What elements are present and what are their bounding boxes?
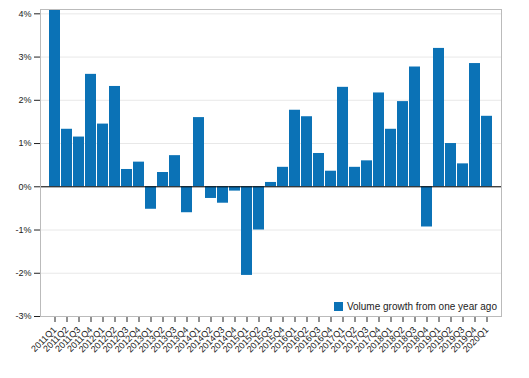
svg-text:2013Q1: 2013Q1 (124, 324, 155, 355)
svg-text:3%: 3% (18, 52, 31, 62)
svg-text:2019Q3: 2019Q3 (436, 324, 467, 355)
svg-text:2011Q1: 2011Q1 (29, 324, 59, 354)
svg-text:2014Q2: 2014Q2 (184, 324, 215, 355)
svg-text:2011Q2: 2011Q2 (41, 324, 71, 354)
svg-text:2015Q2: 2015Q2 (232, 324, 263, 355)
svg-text:2011Q4: 2011Q4 (65, 324, 95, 354)
svg-text:2015Q3: 2015Q3 (244, 324, 275, 355)
svg-text:2013Q4: 2013Q4 (160, 324, 191, 355)
svg-text:2017Q2: 2017Q2 (328, 324, 359, 355)
html-text:Volume growth from one year ag: Volume growth from one year ago (346, 301, 497, 312)
svg-text:2011Q3: 2011Q3 (53, 324, 83, 354)
svg-text:2019Q1: 2019Q1 (412, 324, 443, 355)
svg-text:2012Q1: 2012Q1 (76, 324, 107, 355)
svg-text:2018Q4: 2018Q4 (400, 324, 431, 355)
svg-text:-3%: -3% (15, 311, 31, 321)
svg-text:2018Q1: 2018Q1 (364, 324, 395, 355)
svg-text:2012Q2: 2012Q2 (88, 324, 119, 355)
svg-text:2018Q2: 2018Q2 (376, 324, 407, 355)
svg-text:2016Q3: 2016Q3 (292, 324, 323, 355)
svg-text:2016Q4: 2016Q4 (304, 324, 335, 355)
svg-text:2012Q4: 2012Q4 (112, 324, 143, 355)
svg-text:2%: 2% (18, 95, 31, 105)
svg-text:1%: 1% (18, 138, 31, 148)
svg-text:2014Q3: 2014Q3 (196, 324, 227, 355)
svg-text:-1%: -1% (15, 225, 31, 235)
svg-text:-2%: -2% (15, 268, 31, 278)
svg-text:2017Q3: 2017Q3 (340, 324, 371, 355)
svg-text:2020Q1: 2020Q1 (461, 325, 491, 355)
svg-text:2014Q1: 2014Q1 (172, 324, 203, 355)
svg-text:2019Q2: 2019Q2 (424, 324, 455, 355)
svg-text:2016Q1: 2016Q1 (268, 324, 299, 355)
svg-text:2018Q3: 2018Q3 (388, 324, 419, 355)
svg-text:2017Q4: 2017Q4 (352, 324, 383, 355)
svg-text:2017Q1: 2017Q1 (316, 324, 347, 355)
svg-text:4%: 4% (18, 9, 31, 19)
svg-text:2015Q4: 2015Q4 (256, 324, 287, 355)
svg-text:2014Q4: 2014Q4 (208, 324, 239, 355)
svg-text:2015Q1: 2015Q1 (220, 324, 251, 355)
svg-text:2013Q2: 2013Q2 (136, 324, 167, 355)
svg-text:2016Q2: 2016Q2 (280, 324, 311, 355)
svg-text:2012Q3: 2012Q3 (100, 324, 131, 355)
svg-text:2013Q3: 2013Q3 (148, 324, 179, 355)
svg-text:2019Q4: 2019Q4 (448, 324, 479, 355)
svg-text:0%: 0% (18, 182, 31, 192)
